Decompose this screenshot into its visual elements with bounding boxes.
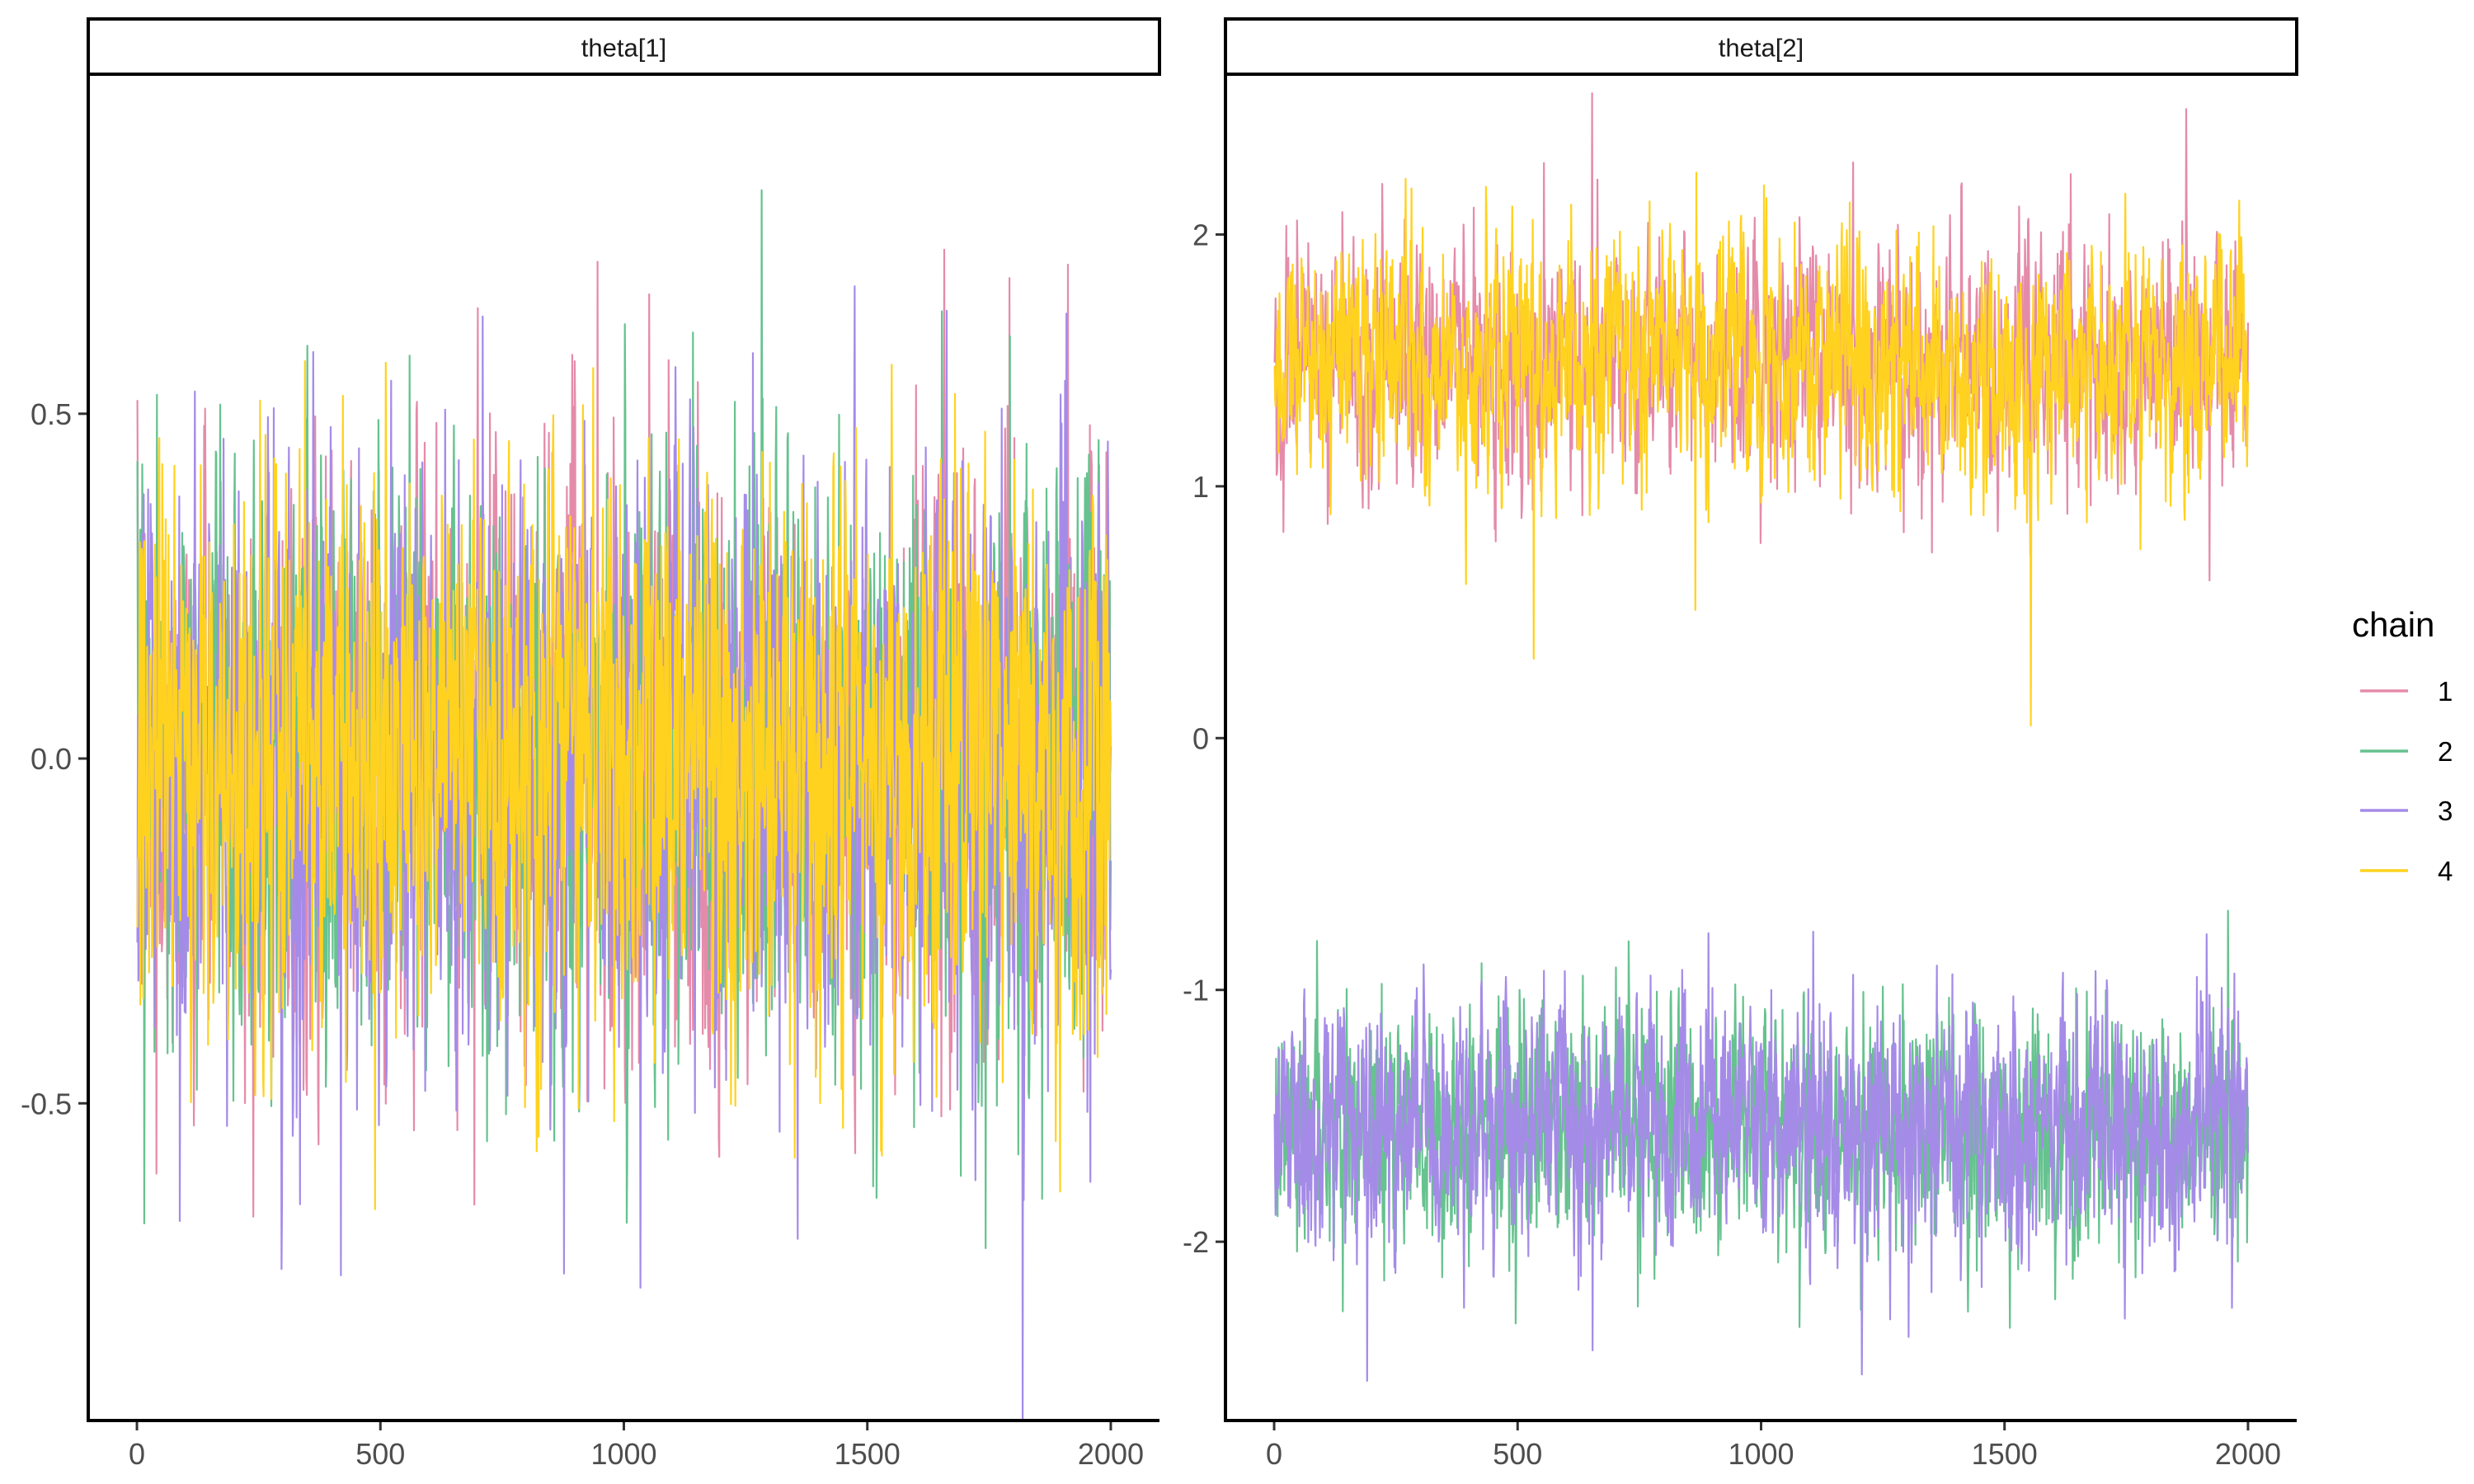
x-tick-label: 1000 (590, 1437, 656, 1471)
y-tick-label: -1 (1183, 974, 1209, 1007)
legend-label: 4 (2438, 856, 2453, 886)
x-tick-label: 1000 (1728, 1437, 1794, 1471)
x-tick-label: 1500 (835, 1437, 901, 1471)
y-tick-label: -2 (1183, 1225, 1209, 1259)
y-tick-label: 0.5 (31, 397, 72, 431)
legend-item-chain-1: 1 (2360, 676, 2453, 707)
x-tick-label: 0 (1266, 1437, 1282, 1471)
x-tick-label: 500 (355, 1437, 405, 1471)
series-group (1273, 92, 2250, 1383)
x-tick-label: 2000 (1078, 1437, 1144, 1471)
y-tick-label: 0 (1192, 721, 1209, 755)
legend-item-chain-2: 2 (2360, 736, 2453, 767)
series-line-chain-4 (1273, 171, 2250, 727)
series-line-chain-4 (136, 359, 1112, 1210)
legend-label: 3 (2438, 796, 2453, 826)
legend-title: chain (2352, 605, 2434, 644)
x-tick-label: 0 (129, 1437, 145, 1471)
facet-strip-label: theta[1] (581, 34, 666, 63)
legend-label: 1 (2438, 676, 2453, 707)
facet-strip-label: theta[2] (1719, 34, 1804, 63)
x-tick-label: 1500 (1972, 1437, 2038, 1471)
series-group (136, 189, 1112, 1421)
y-tick-label: 0.0 (31, 742, 72, 776)
y-tick-label: 1 (1192, 470, 1209, 504)
x-tick-label: 500 (1493, 1437, 1542, 1471)
x-tick-label: 2000 (2215, 1437, 2281, 1471)
legend-item-chain-3: 3 (2360, 796, 2453, 826)
series-line-chain-3 (1273, 930, 2250, 1383)
panel-2: theta[2] 0 500 1000 1500 2000 -2 -1 0 1 2 (1183, 17, 2298, 1471)
legend: chain 1 2 3 4 (2352, 605, 2453, 886)
facet-strip (1224, 17, 2298, 76)
panel-1: theta[1] 0 500 1000 1500 2000 -0.5 0.0 0.5 (21, 17, 1161, 1471)
series-line-chain-2 (1274, 909, 2250, 1329)
y-tick-label: -0.5 (21, 1087, 72, 1120)
legend-item-chain-4: 4 (2360, 856, 2453, 886)
facet-strip (87, 17, 1161, 76)
legend-label: 2 (2438, 736, 2453, 767)
y-tick-label: 2 (1192, 218, 1209, 251)
